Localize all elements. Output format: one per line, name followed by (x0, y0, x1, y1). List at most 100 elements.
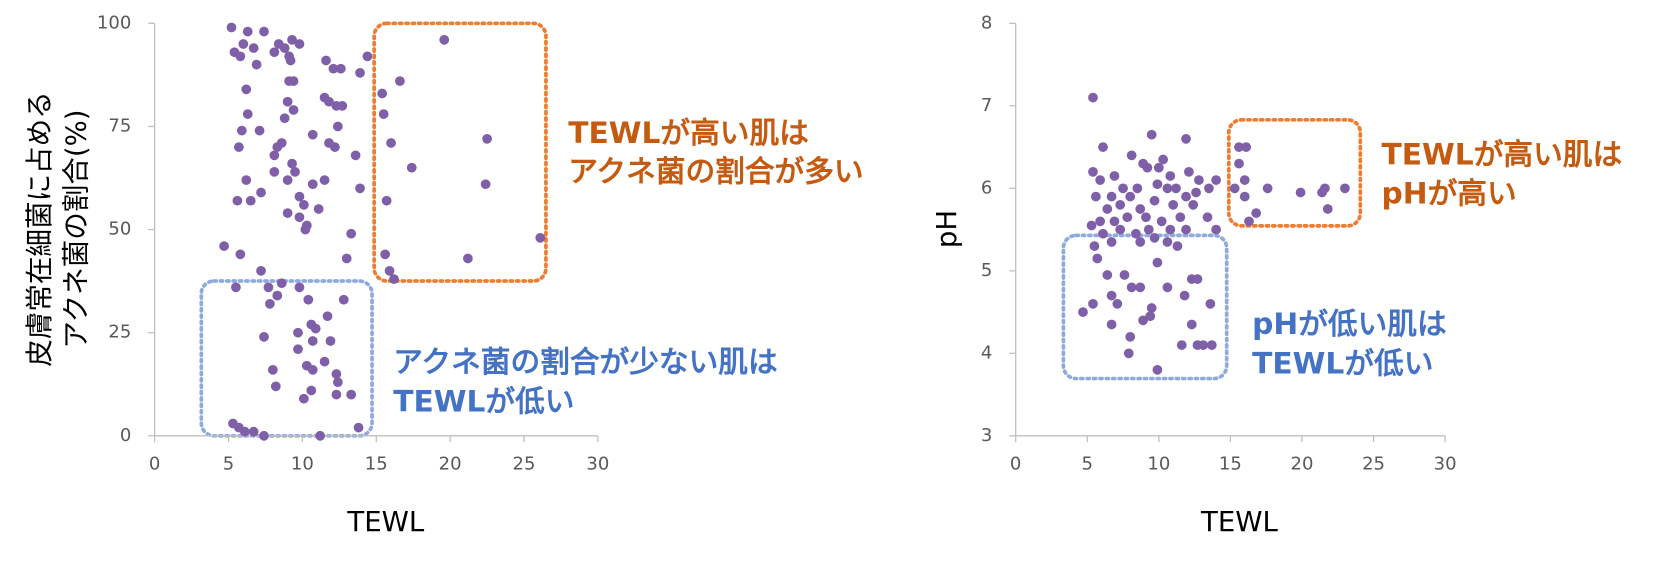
scatter-point (1149, 195, 1160, 206)
x-tick-label: 30 (586, 453, 609, 474)
scatter-point (263, 282, 274, 293)
annotation: TEWLが低い (1252, 346, 1433, 381)
scatter-point (1172, 241, 1183, 251)
scatter-point (1191, 187, 1201, 198)
scatter-point (306, 385, 317, 396)
scatter-point (265, 298, 275, 309)
scatter-point (1181, 224, 1191, 235)
scatter-point (1078, 307, 1088, 317)
scatter-point (321, 55, 331, 66)
scatter-point (337, 100, 348, 111)
scatter-point (259, 331, 269, 342)
x-tick-label: 0 (1010, 453, 1021, 474)
scatter-point (1146, 129, 1157, 140)
scatter-point (1095, 216, 1106, 227)
scatter-point (238, 39, 249, 49)
scatter-point (362, 51, 373, 62)
scatter-point (1176, 340, 1187, 350)
scatter-point (1162, 183, 1173, 194)
scatter-point (1229, 183, 1240, 194)
scatter-point (386, 138, 396, 148)
scatter-point (1135, 204, 1146, 214)
scatter-point (1153, 162, 1164, 173)
scatter-point (1138, 315, 1148, 326)
highlight-box (199, 279, 374, 438)
scatter-point (1106, 191, 1117, 202)
scatter-point (231, 282, 241, 293)
scatter-point (331, 389, 342, 400)
scatter-point (276, 138, 287, 148)
scatter-point (1165, 171, 1176, 181)
scatter-point (259, 26, 269, 37)
scatter-point (1239, 191, 1250, 202)
y-tick-label: 6 (981, 177, 992, 198)
scatter-point (324, 96, 334, 107)
scatter-point (1340, 183, 1350, 194)
scatter-point (232, 195, 243, 206)
annotation: pHが高い (1382, 177, 1517, 212)
scatter-point (300, 224, 311, 235)
scatter-point (1211, 224, 1221, 235)
scatter-point (267, 364, 278, 375)
scatter-point (1251, 208, 1262, 218)
x-tick-label: 5 (223, 453, 234, 474)
scatter-point (269, 47, 280, 58)
scatter-point (294, 39, 305, 49)
scatter-point (1106, 319, 1117, 330)
y-axis-label: 皮膚常在細菌に占める (24, 91, 56, 366)
scatter-point (294, 282, 305, 293)
scatter-point (1088, 166, 1098, 177)
scatter-point (377, 88, 388, 99)
y-tick-label: 4 (981, 342, 992, 363)
scatter-point (1198, 340, 1209, 350)
x-tick-label: 0 (149, 453, 160, 474)
scatter-point (256, 187, 266, 198)
scatter-point (279, 43, 290, 53)
scatter-point (299, 393, 309, 404)
scatter-point (282, 96, 293, 107)
scatter-point (1295, 187, 1306, 198)
scatter-point (1241, 142, 1252, 152)
scatter-point (1098, 228, 1108, 239)
scatter-point (346, 389, 357, 400)
annotation: TEWLが低い (393, 384, 574, 419)
scatter-point (272, 290, 283, 301)
scatter-point (332, 121, 343, 132)
scatter-point (1168, 199, 1179, 210)
scatter-point (353, 422, 364, 433)
scatter-point (1109, 216, 1120, 227)
x-tick-label: 20 (439, 453, 462, 474)
scatter-point (1205, 298, 1216, 309)
x-tick-label: 25 (1362, 453, 1385, 474)
scatter-point (355, 183, 365, 194)
x-tick-label: 25 (513, 453, 536, 474)
x-tick-label: 20 (1291, 453, 1314, 474)
scatter-point (233, 142, 244, 152)
highlight-box (372, 21, 548, 283)
scatter-point (1143, 224, 1154, 235)
scatter-point (1206, 340, 1217, 350)
scatter-point (1115, 199, 1126, 210)
scatter-point (381, 195, 392, 206)
scatter-point (1135, 237, 1146, 247)
scatter-point (1126, 150, 1137, 161)
scatter-point (303, 294, 314, 305)
scatter-point (328, 63, 339, 74)
scatter-point (1131, 228, 1141, 239)
scatter-point (226, 22, 237, 33)
scatter-point (1122, 212, 1133, 223)
scatter-point (290, 166, 300, 177)
scatter-point (535, 232, 546, 243)
x-tick-label: 5 (1082, 453, 1093, 474)
scatter-point (1184, 166, 1194, 177)
y-tick-label: 3 (981, 425, 992, 446)
scatter-point (1317, 187, 1327, 198)
y-tick-label: 0 (120, 425, 131, 446)
scatter-point (242, 109, 253, 119)
scatter-point (1204, 183, 1214, 194)
scatter-point (282, 175, 293, 185)
scatter-point (287, 158, 297, 169)
scatter-point (1089, 241, 1100, 251)
y-tick-label: 8 (981, 12, 992, 33)
scatter-point (1088, 298, 1098, 309)
